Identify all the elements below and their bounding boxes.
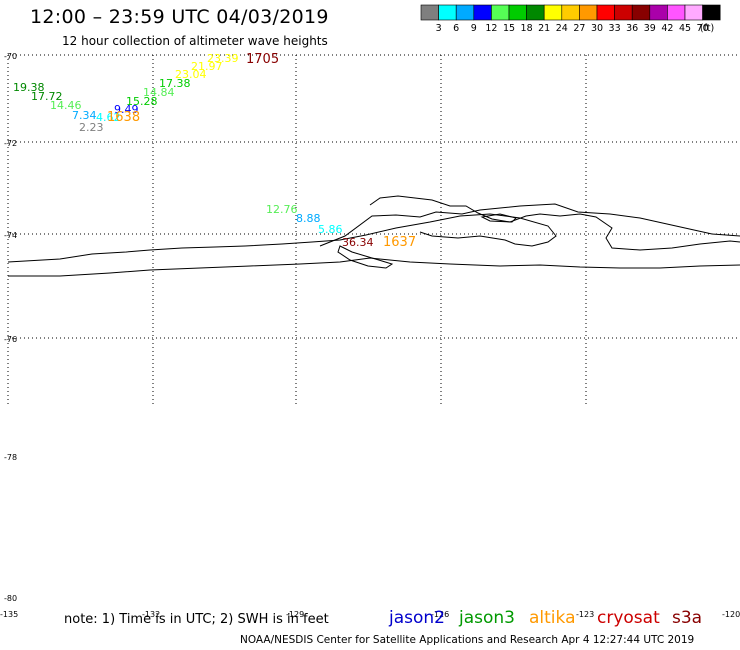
legend-tick-label: 21: [538, 23, 550, 34]
longitude-label: -132: [142, 610, 160, 619]
swh-observation-label: 19.38: [13, 81, 45, 94]
swh-observation-label: 23.39: [207, 52, 239, 65]
latitude-label: -72: [4, 139, 17, 148]
swh-observation-label: 2.23: [79, 121, 104, 134]
legend-swatch: [684, 4, 703, 21]
legend-tick-label: 30: [591, 23, 603, 34]
legend-tick-label: 24: [556, 23, 568, 34]
legend-swatch: [438, 4, 457, 21]
swh-observation-label: 15.28: [126, 95, 158, 108]
swh-observation-label: 12.76: [266, 203, 298, 216]
legend-tick-label: 45: [679, 23, 691, 34]
longitude-label: -123: [576, 610, 594, 619]
swh-observation-label: 17.38: [159, 77, 191, 90]
legend-swatch: [649, 4, 668, 21]
legend-tick-label: 9: [471, 23, 477, 34]
legend-swatch: [508, 4, 527, 21]
coastline-south: [8, 257, 740, 277]
footer-credit: NOAA/NESDIS Center for Satellite Applica…: [240, 634, 695, 646]
swh-observation-label: 7.34: [72, 109, 97, 122]
legend-swatch: [526, 4, 545, 21]
legend-swatch: [420, 4, 439, 21]
legend-tick-label: 15: [503, 23, 515, 34]
satellite-name: jason2: [389, 608, 445, 628]
satellite-name: altika: [529, 608, 576, 628]
legend-swatch: [631, 4, 651, 21]
legend-swatch: [561, 4, 580, 21]
legend-swatch: [596, 4, 615, 21]
latitude-label: -74: [4, 231, 17, 240]
swh-observation-label: 8.88: [296, 212, 321, 225]
legend-swatch: [702, 4, 721, 21]
antarctic-coastline: [7, 195, 740, 277]
legend-swatch: [455, 4, 475, 21]
swh-observation-label: 9.49: [114, 103, 139, 116]
legend-tick-label: 3: [436, 23, 442, 34]
legend-tick-label: 12: [485, 23, 497, 34]
map-title: 12:00 – 23:59 UTC 04/03/2019: [30, 6, 329, 28]
longitude-label: -120: [722, 610, 740, 619]
legend-unit-label: (ft): [700, 23, 714, 34]
legend-tick-label: 27: [573, 23, 585, 34]
swh-observation-label: 5.86: [318, 223, 343, 236]
swh-observation-label: 17.72: [31, 90, 63, 103]
ice-shelf-edge: [319, 203, 740, 247]
legend-tick-label: 18: [521, 23, 533, 34]
coastline-segment: [7, 213, 557, 263]
swh-observation-label: 14.46: [50, 99, 82, 112]
latitude-label: -70: [4, 52, 17, 61]
ice-shelf-notch: [480, 213, 517, 223]
legend-tick-label: 42: [661, 23, 673, 34]
legend-tick-label: 6: [453, 23, 459, 34]
axis-labels: -70 -72 -74 -76 -78 -80 -135 -132 -129 -126 -123 -1…: [0, 52, 740, 619]
legend-swatch: [473, 4, 492, 21]
longitude-label: -129: [286, 610, 304, 619]
legend-tick-label: 70: [697, 23, 709, 34]
legend-swatch: [543, 4, 563, 21]
latitude-label: -80: [4, 594, 17, 603]
satellite-name: s3a: [672, 608, 703, 628]
ice-shelf-inner: [369, 195, 740, 251]
legend-swatch: [579, 4, 598, 21]
legend-tick-label: 36: [626, 23, 638, 34]
legend-swatch: [491, 4, 510, 21]
swh-observation-label: 1638: [107, 110, 140, 125]
map-subtitle: 12 hour collection of altimeter wave hei…: [62, 34, 328, 48]
swh-observation-label: 1637: [383, 235, 416, 250]
swh-observation-label: 14.84: [143, 86, 175, 99]
swh-observation-label: 21.97: [191, 60, 223, 73]
swh-observation-label: 23.04: [175, 68, 207, 81]
longitude-label: -126: [431, 610, 449, 619]
swh-observation-label: 36.34: [342, 236, 374, 249]
satellite-name: jason3: [459, 608, 515, 628]
latitude-label: -78: [4, 453, 17, 462]
legend-tick-label: 39: [644, 23, 656, 34]
legend-swatch: [614, 4, 633, 21]
satellite-name: cryosat: [597, 608, 660, 628]
swh-observation-label: 4.62: [96, 111, 121, 124]
latitude-label: -76: [4, 335, 17, 344]
legend-swatch: [667, 4, 686, 21]
island-outline: [337, 245, 394, 269]
legend-tick-label: 33: [609, 23, 621, 34]
longitude-label: -135: [0, 610, 18, 619]
swh-observation-label: 1705: [246, 52, 279, 67]
swh-color-legend: 3 6 9 12 15 18 21 24 27 30 33 36 39 42 45 70(ft): [420, 4, 721, 34]
footer-note: note: 1) Time is in UTC; 2) SWH is in fe…: [64, 612, 329, 627]
